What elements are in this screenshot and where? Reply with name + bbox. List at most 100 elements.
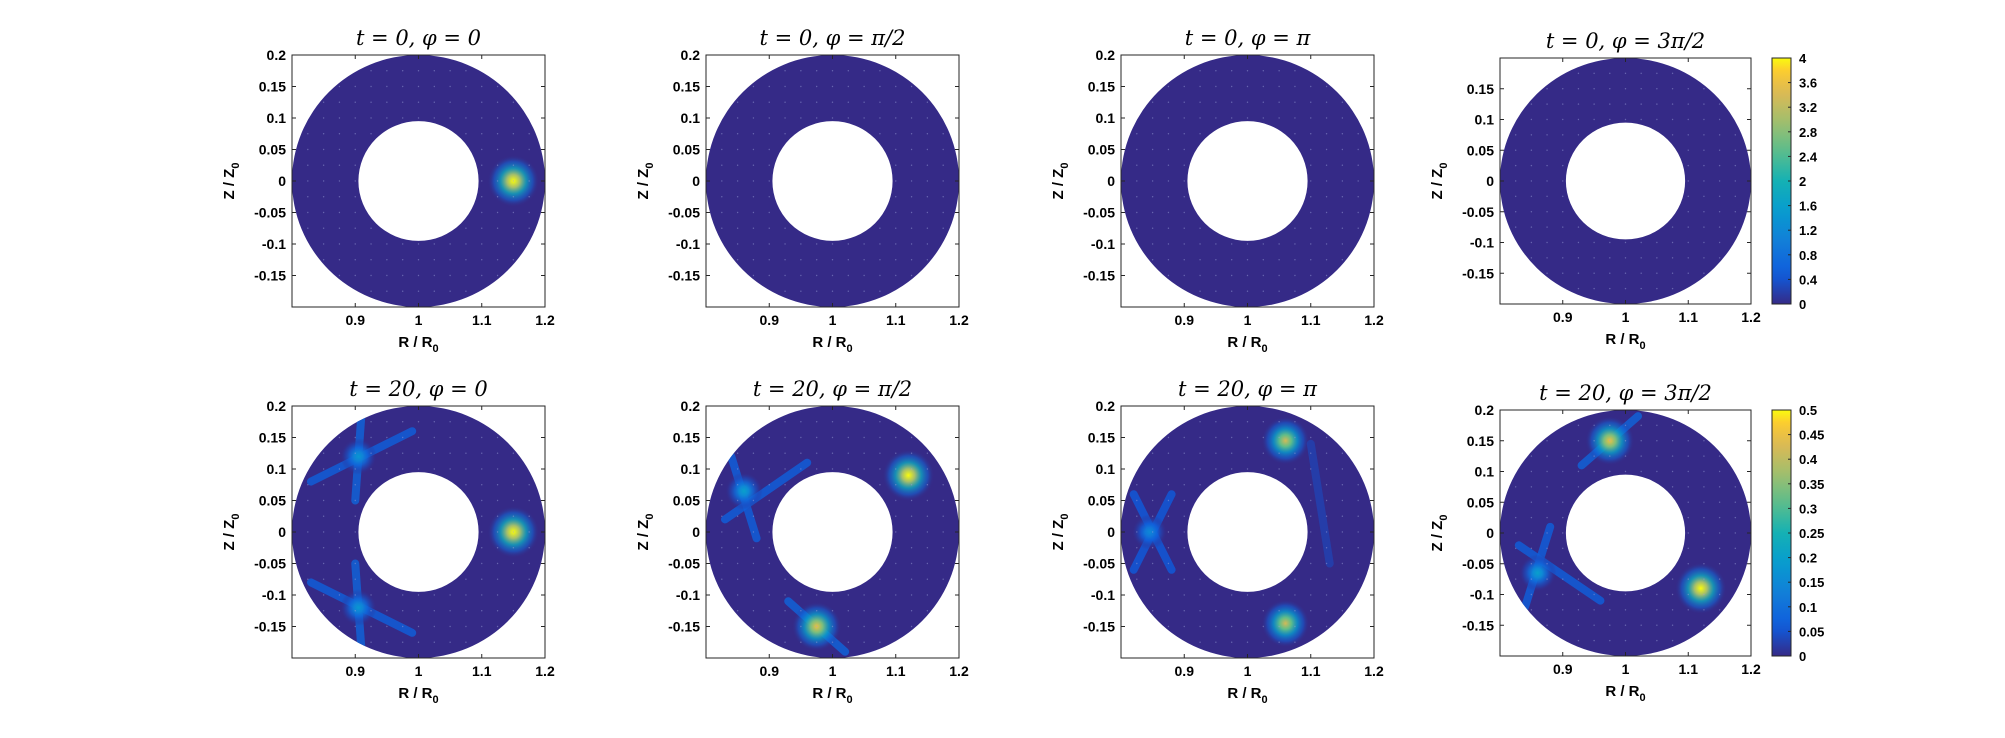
x-axis-label: R / R0	[1227, 334, 1267, 355]
y-tick-label: 0	[278, 524, 286, 540]
y-tick-label: 0	[1486, 173, 1494, 189]
y-tick-label: 0.2	[681, 398, 701, 414]
x-tick-label: 1.2	[1741, 661, 1761, 677]
colorbar-tick-label: 1.2	[1799, 223, 1817, 238]
x-tick-label: 1.2	[1364, 663, 1384, 679]
x-tick-label: 0.9	[1553, 309, 1573, 325]
blob-mark	[1131, 514, 1167, 550]
y-tick-label: -0.15	[1462, 265, 1494, 281]
field-annulus	[706, 55, 960, 307]
x-axis-label: R / R0	[1605, 683, 1645, 704]
blob-mark	[725, 472, 763, 510]
y-tick-label: 0	[1107, 524, 1115, 540]
colorbar-tick-label: 4	[1799, 51, 1807, 66]
y-tick-label: -0.05	[254, 556, 286, 572]
x-tick-label: 0.9	[1175, 663, 1195, 679]
y-tick-label: -0.1	[1091, 587, 1115, 603]
y-tick-label: 0.05	[673, 493, 700, 509]
x-tick-label: 0.9	[760, 312, 780, 328]
x-tick-label: 1.2	[1741, 309, 1761, 325]
x-tick-label: 1.1	[1301, 312, 1321, 328]
panel-1: 0.9 1 1.1 1.2 -0.15 -0.1 -0.05 0 0.05 0.1 0.15 0.2 t…	[221, 26, 555, 355]
y-axis-label: Z / Z0	[1050, 514, 1071, 551]
x-axis-label: R / R0	[812, 685, 852, 706]
y-tick-label: -0.1	[676, 587, 700, 603]
field-annulus	[1121, 55, 1374, 307]
colorbar-tick-label: 0.1	[1799, 600, 1817, 615]
field-annulus	[1500, 57, 1751, 304]
colorbar-tick-label: 0.45	[1799, 428, 1824, 443]
streak-mark	[1514, 541, 1605, 605]
y-tick-label: -0.1	[1470, 587, 1494, 603]
x-tick-label: 1.1	[1301, 663, 1321, 679]
panel-3: 0.9 1 1.1 1.2 -0.15 -0.1 -0.05 0 0.05 0.1 0.15 0.2 t…	[1050, 26, 1384, 355]
field-annulus	[1121, 406, 1374, 658]
y-tick-label: 0.15	[1467, 433, 1494, 449]
colorbar-tick-label: 2.8	[1799, 125, 1817, 140]
x-tick-label: 0.9	[346, 663, 366, 679]
y-tick-label: -0.1	[1470, 235, 1494, 251]
x-axis-label: R / R0	[398, 685, 438, 706]
y-tick-label: 0.15	[259, 79, 286, 95]
colorbar-tick-label: 2	[1799, 174, 1806, 189]
y-tick-label: 0.05	[1467, 494, 1494, 510]
y-tick-label: 0.05	[259, 142, 286, 158]
y-tick-label: 0.05	[1088, 142, 1115, 158]
blob-mark	[1674, 562, 1727, 615]
y-tick-label: -0.05	[1083, 205, 1115, 221]
x-tick-label: 0.9	[346, 312, 366, 328]
x-tick-label: 0.9	[760, 663, 780, 679]
y-tick-label: 0.05	[259, 493, 286, 509]
x-tick-label: 1.2	[949, 663, 969, 679]
x-tick-label: 1.2	[949, 312, 969, 328]
y-tick-label: 0.15	[673, 430, 700, 446]
panel-4: 0.9 1 1.1 1.2 -0.15 -0.1 -0.05 0 0.05 0.1 0.15 t = …	[1429, 29, 1761, 352]
colorbar-tick-label: 0.4	[1799, 452, 1818, 467]
y-tick-label: 0.1	[267, 110, 287, 126]
panel-8: 0.9 1 1.1 1.2 -0.15 -0.1 -0.05 0 0.05 0.1 0.15 0.2 t…	[1429, 381, 1761, 704]
y-tick-label: 0	[692, 524, 700, 540]
colorbar-tick-label: 0.15	[1799, 575, 1824, 590]
y-tick-label: -0.05	[668, 556, 700, 572]
colorbar-tick-label: 2.4	[1799, 149, 1818, 164]
y-tick-label: 0.1	[1096, 110, 1116, 126]
panel-title: t = 0, φ = π/2	[760, 26, 906, 50]
colorbar-tick-label: 0.25	[1799, 526, 1824, 541]
colorbar-tick-label: 3.6	[1799, 76, 1817, 91]
y-tick-label: 0.1	[1475, 112, 1495, 128]
x-axis-label: R / R0	[1605, 331, 1645, 352]
colorbar-tick-label: 1.6	[1799, 199, 1817, 214]
x-tick-label: 1.2	[535, 663, 555, 679]
y-tick-label: 0.05	[673, 142, 700, 158]
x-axis-label: R / R0	[812, 334, 852, 355]
y-tick-label: -0.15	[1083, 619, 1115, 635]
colorbar-tick-label: 0	[1799, 297, 1806, 312]
y-tick-label: -0.15	[668, 619, 700, 635]
x-axis-label: R / R0	[398, 334, 438, 355]
y-tick-label: -0.05	[1462, 204, 1494, 220]
field-annulus	[292, 55, 545, 307]
x-tick-label: 1	[415, 663, 423, 679]
y-tick-label: 0.15	[1088, 430, 1115, 446]
y-axis-label: Z / Z0	[635, 163, 656, 200]
y-tick-label: 0.05	[1467, 142, 1494, 158]
x-tick-label: 0.9	[1175, 312, 1195, 328]
x-tick-label: 0.9	[1553, 661, 1573, 677]
y-tick-label: 0.2	[1475, 402, 1495, 418]
y-tick-label: -0.1	[1091, 236, 1115, 252]
y-tick-label: 0	[1486, 525, 1494, 541]
x-tick-label: 1.1	[886, 312, 906, 328]
y-tick-label: 0.1	[267, 461, 287, 477]
y-axis-label: Z / Z0	[221, 514, 242, 551]
colorbar: 0 0.05 0.1 0.15 0.2 0.25 0.3 0.35 0.4 0.45 0.5	[1771, 403, 1824, 664]
panel-title: t = 20, φ = π/2	[753, 377, 912, 401]
y-axis-label: Z / Z0	[1429, 515, 1450, 552]
x-tick-label: 1.1	[1679, 661, 1699, 677]
x-tick-label: 1	[1622, 309, 1630, 325]
panel-7: 0.9 1 1.1 1.2 -0.15 -0.1 -0.05 0 0.05 0.1 0.15 0.2 t…	[1050, 377, 1384, 706]
x-tick-label: 1	[415, 312, 423, 328]
x-tick-label: 1.1	[1679, 309, 1699, 325]
field-annulus	[706, 406, 960, 658]
x-axis-label: R / R0	[1227, 685, 1267, 706]
